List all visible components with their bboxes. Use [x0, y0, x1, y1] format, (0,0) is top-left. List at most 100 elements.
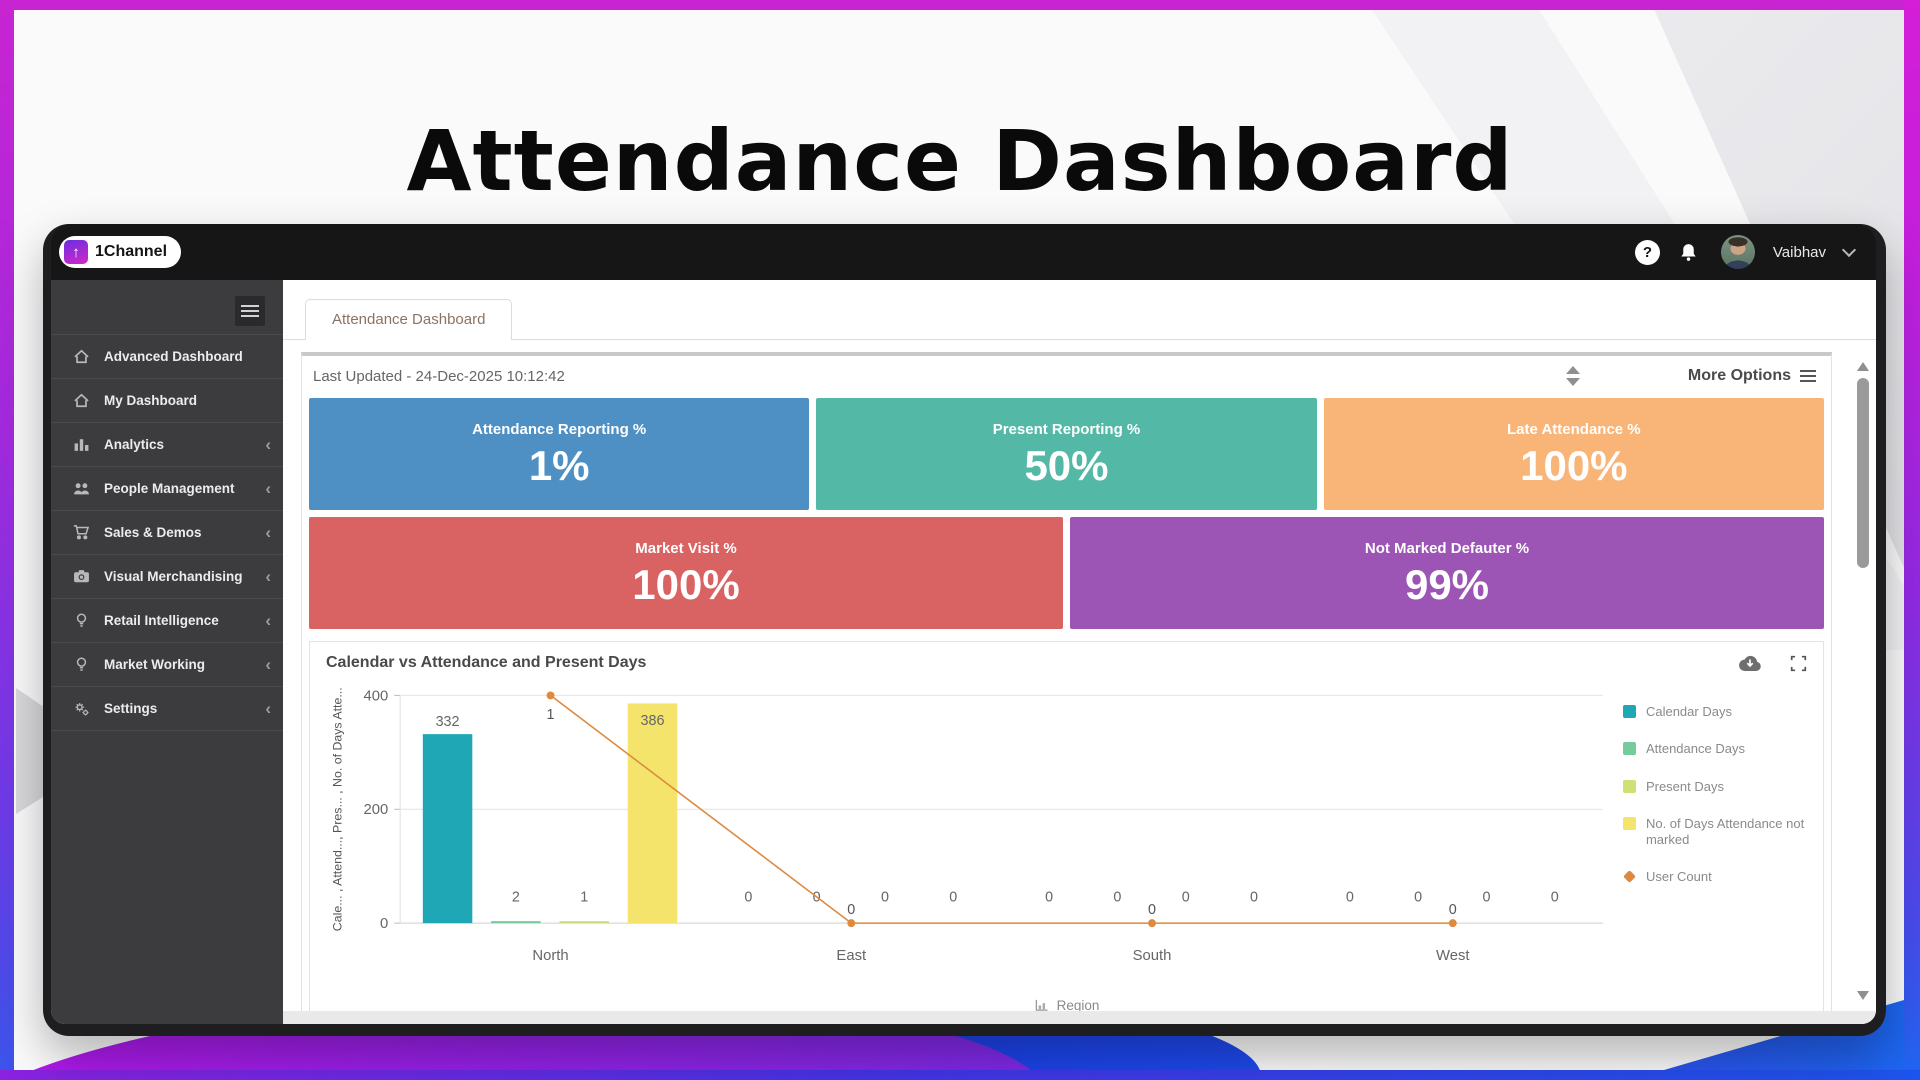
kpi-label: Market Visit % — [635, 540, 737, 557]
chart-bar — [422, 734, 473, 924]
legend-square-marker — [1622, 816, 1636, 830]
chart-title: Calendar vs Attendance and Present Days — [326, 654, 647, 671]
sidebar-item-label: Analytics — [104, 437, 165, 452]
chevron-left-icon: ‹ — [265, 567, 271, 586]
svg-text:1: 1 — [547, 707, 555, 723]
sidebar-item-people-management[interactable]: People Management ‹ — [51, 466, 283, 510]
frame-edge — [0, 0, 14, 1080]
kpi-value: 99% — [1404, 561, 1490, 608]
frame-edge — [0, 1070, 1920, 1080]
cart-icon — [73, 524, 90, 541]
vertical-scrollbar[interactable] — [1855, 356, 1871, 1006]
sidebar-item-sales-demos[interactable]: Sales & Demos ‹ — [51, 510, 283, 554]
sidebar-nav: Advanced Dashboard My Dashboard Analytics ‹… — [51, 334, 283, 731]
user-name: Vaibhav — [1772, 243, 1826, 261]
home-icon — [73, 348, 90, 365]
hamburger-menu-icon[interactable] — [235, 296, 265, 326]
chevron-left-icon: ‹ — [265, 611, 271, 630]
svg-text:0: 0 — [1148, 902, 1156, 918]
sidebar-item-label: People Management — [104, 481, 235, 496]
x-axis-title: Region — [310, 996, 1823, 1024]
chart-line-marker — [546, 691, 555, 700]
sidebar-item-label: Settings — [104, 701, 158, 716]
kpi-card-market-visit: Market Visit % 100% — [309, 517, 1063, 629]
legend-diamond-marker — [1623, 870, 1636, 884]
legend-square-marker — [1622, 705, 1636, 718]
svg-text:Cale... , Attend..., Pres... ,: Cale... , Attend..., Pres... , No. of Da… — [331, 687, 345, 931]
svg-text:332: 332 — [436, 714, 460, 730]
svg-text:200: 200 — [363, 802, 388, 818]
collapse-expand-arrows[interactable] — [1565, 366, 1580, 386]
svg-text:2: 2 — [512, 889, 520, 905]
user-avatar[interactable] — [1720, 235, 1755, 269]
bell-icon[interactable] — [1678, 242, 1699, 262]
download-cloud-icon[interactable] — [1738, 655, 1762, 672]
gears-icon — [73, 700, 90, 717]
scroll-up-icon[interactable] — [1857, 356, 1869, 371]
legend-item-calendar-days[interactable]: Calendar Days — [1622, 704, 1819, 720]
kpi-row: Attendance Reporting % 1% Present Reportin… — [309, 398, 1824, 510]
sidebar-item-label: Sales & Demos — [104, 525, 202, 540]
svg-text:1: 1 — [580, 889, 588, 905]
chevron-left-icon: ‹ — [265, 479, 271, 498]
users-icon — [73, 480, 90, 497]
sidebar-item-label: Advanced Dashboard — [104, 349, 243, 364]
help-icon[interactable]: ? — [1634, 239, 1660, 265]
kpi-value: 100% — [632, 561, 740, 608]
panel-header: Last Updated - 24-Dec-2025 10:12:42 More… — [309, 356, 1824, 396]
legend-item-attendance-days[interactable]: Attendance Days — [1622, 741, 1819, 757]
sidebar-item-visual-merchandising[interactable]: Visual Merchandising ‹ — [51, 554, 283, 598]
scrollbar-thumb[interactable] — [1857, 378, 1869, 568]
dashboard-panel: Last Updated - 24-Dec-2025 10:12:42 More… — [301, 352, 1832, 1024]
sidebar-item-settings[interactable]: Settings ‹ — [51, 686, 283, 731]
svg-text:0: 0 — [1482, 889, 1490, 905]
arrow-up-icon — [1565, 366, 1580, 374]
scroll-down-icon[interactable] — [1857, 991, 1869, 1006]
brand-logo[interactable]: ↑ 1Channel — [59, 236, 182, 268]
chevron-down-icon[interactable] — [1841, 242, 1857, 258]
app-window: ↑ 1Channel ? Vaibhav Advanced Dashboard M… — [43, 224, 1886, 1036]
svg-text:0: 0 — [1449, 902, 1457, 918]
legend-label: No. of Days Attendance not marked — [1645, 815, 1805, 847]
svg-text:0: 0 — [744, 889, 752, 905]
kpi-card-late-attendance: Late Attendance % 100% — [1323, 398, 1824, 510]
kpi-label: Attendance Reporting % — [472, 421, 647, 438]
sidebar-item-label: My Dashboard — [104, 393, 198, 408]
chart-icon — [73, 436, 90, 453]
chart-panel: Calendar vs Attendance and Present Days … — [309, 641, 1824, 1024]
sidebar-item-market-working[interactable]: Market Working ‹ — [51, 642, 283, 686]
fullscreen-icon[interactable] — [1790, 655, 1807, 672]
home-icon — [73, 392, 90, 409]
svg-text:0: 0 — [380, 916, 388, 932]
legend-item-present-days[interactable]: Present Days — [1622, 779, 1819, 795]
legend-item-no-of-days-attendance-not-marked[interactable]: No. of Days Attendance not marked — [1622, 815, 1819, 849]
frame-edge — [0, 0, 1920, 10]
svg-text:West: West — [1436, 948, 1470, 964]
more-options-button[interactable]: More Options — [1688, 367, 1816, 385]
chart-line-marker — [1448, 919, 1457, 928]
chart-legend: Calendar Days Attendance Days Present Days… — [1622, 678, 1819, 996]
sidebar-item-analytics[interactable]: Analytics ‹ — [51, 422, 283, 466]
sidebar-item-retail-intelligence[interactable]: Retail Intelligence ‹ — [51, 598, 283, 642]
sidebar-item-advanced-dashboard[interactable]: Advanced Dashboard — [51, 334, 283, 378]
legend-item-user-count[interactable]: User Count — [1623, 869, 1819, 885]
tab-bar: Attendance Dashboard — [283, 280, 1876, 340]
sidebar-item-my-dashboard[interactable]: My Dashboard — [51, 378, 283, 422]
chevron-left-icon: ‹ — [265, 655, 271, 674]
camera-icon — [73, 568, 90, 585]
arrow-down-icon — [1565, 378, 1580, 386]
sidebar-item-label: Retail Intelligence — [104, 613, 219, 628]
svg-text:0: 0 — [881, 889, 889, 905]
menu-icon — [1800, 370, 1816, 382]
axis-icon — [1035, 999, 1048, 1011]
legend-label: Attendance Days — [1645, 741, 1745, 757]
legend-square-marker — [1622, 779, 1636, 793]
svg-text:386: 386 — [641, 713, 665, 729]
main-content: Attendance Dashboard Last Updated - 24-D… — [283, 280, 1876, 1024]
chart-bar — [627, 703, 678, 924]
chart-bar — [491, 921, 541, 924]
chart-bar — [559, 921, 609, 924]
kpi-card-present-reporting: Present Reporting % 50% — [816, 398, 1317, 510]
tab-attendance-dashboard[interactable]: Attendance Dashboard — [305, 299, 513, 340]
